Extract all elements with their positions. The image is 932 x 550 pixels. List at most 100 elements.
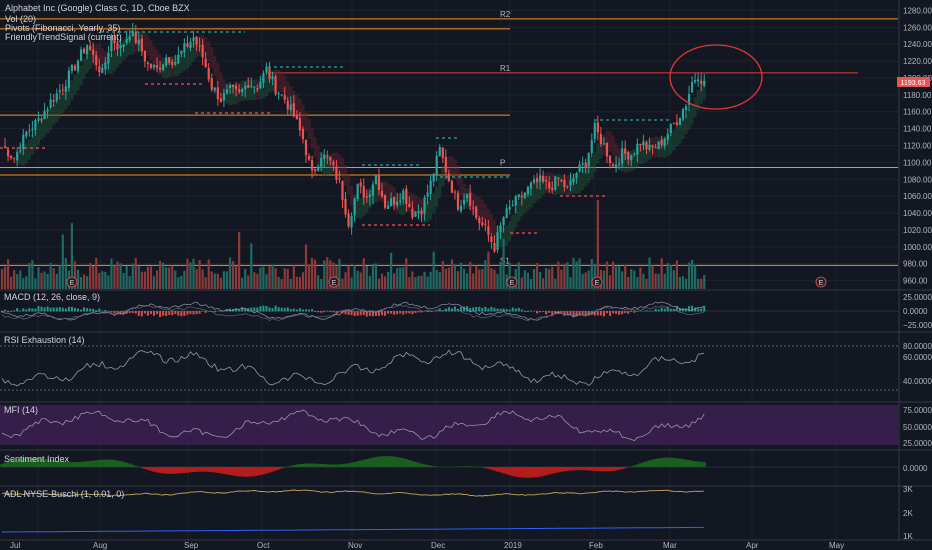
volume-bar bbox=[672, 270, 675, 289]
earnings-marker bbox=[591, 276, 603, 288]
volume-bar bbox=[353, 265, 356, 289]
candle-body bbox=[590, 140, 593, 153]
ribbon-segment bbox=[36, 124, 41, 145]
candle-body bbox=[645, 142, 648, 150]
macd-histogram-bar bbox=[247, 308, 250, 312]
study-volume[interactable]: Vol (20) bbox=[5, 14, 36, 24]
volume-bar bbox=[274, 268, 277, 289]
sentiment-area-bar bbox=[322, 464, 326, 467]
candle-body bbox=[107, 52, 110, 64]
volume-bar bbox=[165, 267, 168, 289]
ribbon-segment bbox=[638, 143, 642, 165]
macd-histogram-bar bbox=[417, 311, 420, 313]
ribbon-segment bbox=[301, 104, 305, 126]
volume-bar bbox=[450, 259, 454, 289]
sentiment-area-bar bbox=[85, 461, 89, 467]
mfi-title[interactable]: MFI (14) bbox=[4, 405, 38, 415]
macd-histogram-bar bbox=[80, 309, 83, 312]
study-trend-signal[interactable]: FriendlyTrendSignal (current) bbox=[5, 32, 122, 42]
ribbon-segment bbox=[283, 75, 287, 96]
candle-body bbox=[499, 225, 502, 233]
macd-histogram-bar bbox=[4, 309, 7, 312]
volume-bar bbox=[43, 271, 46, 289]
volume-bar bbox=[356, 270, 359, 289]
candle-body bbox=[563, 179, 566, 188]
candle-body bbox=[377, 174, 381, 191]
ribbon-segment bbox=[216, 62, 220, 84]
ribbon-segment bbox=[70, 80, 74, 101]
macd-histogram-bar bbox=[669, 309, 672, 312]
study-pivots[interactable]: Pivots (Fibonacci, Yearly, 35) bbox=[5, 23, 120, 33]
candle-body bbox=[608, 155, 612, 164]
sentiment-area-bar bbox=[115, 460, 120, 467]
candle-body bbox=[22, 134, 25, 150]
sentiment-area-bar bbox=[520, 467, 524, 478]
macd-histogram-bar bbox=[469, 307, 472, 312]
sentiment-area-bar bbox=[100, 459, 104, 467]
candlesticks[interactable] bbox=[3, 22, 706, 254]
candle-body bbox=[560, 179, 563, 181]
macd-histogram-bar bbox=[444, 308, 447, 312]
time-axis[interactable]: Jul Aug Sep Oct Nov Dec 2019 Feb Mar Apr May bbox=[10, 541, 844, 550]
volume-bar bbox=[608, 275, 612, 289]
macd-histogram-bar bbox=[77, 308, 79, 312]
candle-body bbox=[119, 45, 122, 49]
adl-title[interactable]: ADL NYSE-Buschi (1, 0.01, 0) bbox=[4, 489, 124, 499]
macd-title[interactable]: MACD (12, 26, close, 9) bbox=[4, 292, 100, 302]
candle-body bbox=[6, 149, 10, 157]
candle-body bbox=[374, 175, 378, 185]
candle-body bbox=[526, 186, 530, 195]
sentiment-area-bar bbox=[590, 467, 594, 471]
volume-bar bbox=[49, 262, 52, 289]
ribbon-segment bbox=[295, 94, 299, 115]
volume-bar bbox=[420, 275, 423, 289]
sentiment-title[interactable]: Sentiment Index bbox=[4, 454, 70, 464]
sentiment-area-bar bbox=[581, 467, 585, 471]
candle-body bbox=[131, 30, 134, 36]
ribbon-segment bbox=[52, 104, 56, 125]
candle-body bbox=[621, 148, 624, 164]
sentiment-area-bar bbox=[383, 456, 387, 467]
macd-histogram-bar bbox=[116, 311, 119, 313]
candle-body bbox=[180, 50, 183, 54]
volume-bar bbox=[73, 261, 77, 289]
macd-histogram-bar bbox=[86, 308, 89, 312]
rsi-title[interactable]: RSI Exhaustion (14) bbox=[4, 335, 85, 345]
volume-bar bbox=[247, 275, 250, 289]
price-tick-label: 1080.00 bbox=[903, 175, 932, 184]
ribbon-segment bbox=[502, 226, 506, 248]
volume-bar bbox=[399, 267, 402, 289]
macd-histogram-bar bbox=[615, 311, 618, 314]
candle-body bbox=[55, 93, 58, 101]
candle-body bbox=[137, 39, 140, 45]
sentiment-area-bar bbox=[675, 458, 679, 467]
price-tick-label: 980.00 bbox=[903, 260, 928, 269]
volume-bar bbox=[663, 273, 666, 289]
volume-bar bbox=[651, 265, 654, 289]
candle-body bbox=[599, 133, 602, 144]
volume-bar bbox=[700, 278, 703, 289]
volume-bar bbox=[618, 266, 621, 289]
candle-body bbox=[158, 67, 162, 70]
sentiment-area-bar bbox=[258, 467, 262, 476]
ribbon-segment bbox=[641, 143, 645, 164]
volume-bar bbox=[538, 271, 542, 289]
earnings-marker bbox=[328, 276, 340, 288]
highlight-circle-annotation[interactable] bbox=[669, 44, 763, 110]
sentiment-area-bar bbox=[191, 467, 196, 473]
sentiment-area-bar bbox=[0, 463, 4, 467]
sentiment-area-bar bbox=[143, 467, 147, 469]
sentiment-area-bar bbox=[377, 456, 381, 467]
volume-bar bbox=[520, 277, 523, 289]
candle-body bbox=[414, 211, 417, 217]
sentiment-area-bar bbox=[386, 456, 390, 467]
macd-histogram-bar bbox=[216, 311, 219, 312]
volume-bar bbox=[180, 275, 183, 289]
price-tick-label: 1020.00 bbox=[903, 226, 932, 235]
candle-body bbox=[28, 130, 31, 132]
volume-bar bbox=[265, 274, 268, 289]
sentiment-area-bar bbox=[669, 457, 673, 467]
